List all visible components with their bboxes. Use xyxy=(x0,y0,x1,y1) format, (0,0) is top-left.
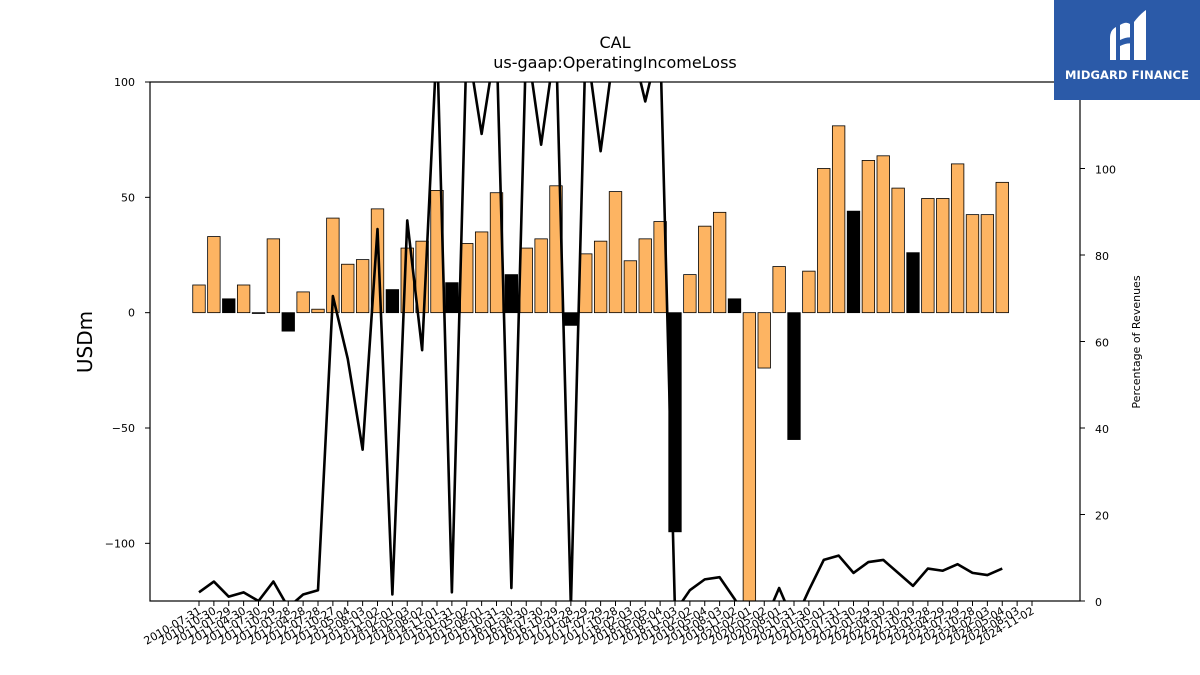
y2-tick-label: 80 xyxy=(1095,250,1109,263)
bar xyxy=(504,274,519,314)
bar xyxy=(638,238,652,314)
bar xyxy=(534,238,548,314)
bar xyxy=(608,191,623,314)
bar xyxy=(579,253,593,314)
bar xyxy=(222,298,236,314)
bars-layer xyxy=(192,125,1009,601)
bar xyxy=(876,155,890,314)
y-axis-label: USDm xyxy=(73,311,97,373)
y2-tick-label: 100 xyxy=(1095,164,1116,177)
bar xyxy=(281,312,295,332)
bar xyxy=(921,198,935,314)
line-series xyxy=(198,82,1003,601)
bar xyxy=(385,289,400,314)
y-tick-label: 100 xyxy=(114,76,135,89)
chart-title: CAL xyxy=(599,33,630,52)
bar xyxy=(950,163,965,314)
bar xyxy=(355,259,370,314)
bar xyxy=(698,225,712,314)
y2-axis-label: Percentage of Revenues xyxy=(1130,275,1143,408)
bar xyxy=(906,252,920,314)
bar xyxy=(683,274,697,314)
bar xyxy=(787,312,801,440)
bar xyxy=(936,198,950,314)
bar xyxy=(593,240,608,314)
y2-tick-label: 0 xyxy=(1095,596,1102,609)
bar xyxy=(980,214,995,314)
y2-tick-label: 20 xyxy=(1095,510,1109,523)
bar xyxy=(445,282,459,314)
bar xyxy=(341,263,355,314)
plot-frame xyxy=(149,81,1081,602)
bar xyxy=(995,181,1009,314)
y-tick-label: 50 xyxy=(121,191,135,204)
bar xyxy=(846,210,861,314)
bar xyxy=(712,211,727,314)
logo-text: MIDGARD FINANCE xyxy=(1064,68,1190,82)
bar xyxy=(727,298,742,314)
bar xyxy=(460,243,474,314)
bar xyxy=(802,270,816,314)
y-tick-label: 0 xyxy=(128,307,135,320)
y2-tick-label: 40 xyxy=(1095,423,1109,436)
bar xyxy=(861,160,876,314)
y2-tick-label: 60 xyxy=(1095,337,1109,350)
bar xyxy=(474,231,489,314)
bar xyxy=(965,214,980,314)
chart-subtitle: us-gaap:OperatingIncomeLoss xyxy=(493,53,737,72)
line-layer xyxy=(198,82,1003,601)
midgard-finance-logo: MIDGARD FINANCE xyxy=(1054,0,1200,100)
bar xyxy=(266,238,281,314)
bar xyxy=(311,308,325,314)
bar xyxy=(831,125,846,314)
bar xyxy=(772,266,786,314)
x-axis-ticks: 2010-07-312010-10-302011-01-292011-04-30… xyxy=(142,601,1037,648)
bar xyxy=(757,312,771,369)
bar xyxy=(207,236,221,314)
right-axis-ticks: 0 20 40 60 80 100 xyxy=(1080,164,1116,609)
y-tick-label: −100 xyxy=(105,537,135,550)
bar xyxy=(564,312,578,326)
logo-mark-icon xyxy=(1110,10,1146,60)
bar xyxy=(891,187,905,314)
bar xyxy=(742,312,757,601)
bar xyxy=(236,284,251,314)
bar xyxy=(192,284,206,314)
left-axis-ticks: 100 50 0 −50 −100 xyxy=(105,76,150,550)
y-tick-label: −50 xyxy=(112,422,135,435)
bar xyxy=(623,260,638,314)
bar xyxy=(817,168,831,314)
bar xyxy=(251,312,266,314)
bar xyxy=(296,291,310,314)
bar xyxy=(519,247,533,314)
